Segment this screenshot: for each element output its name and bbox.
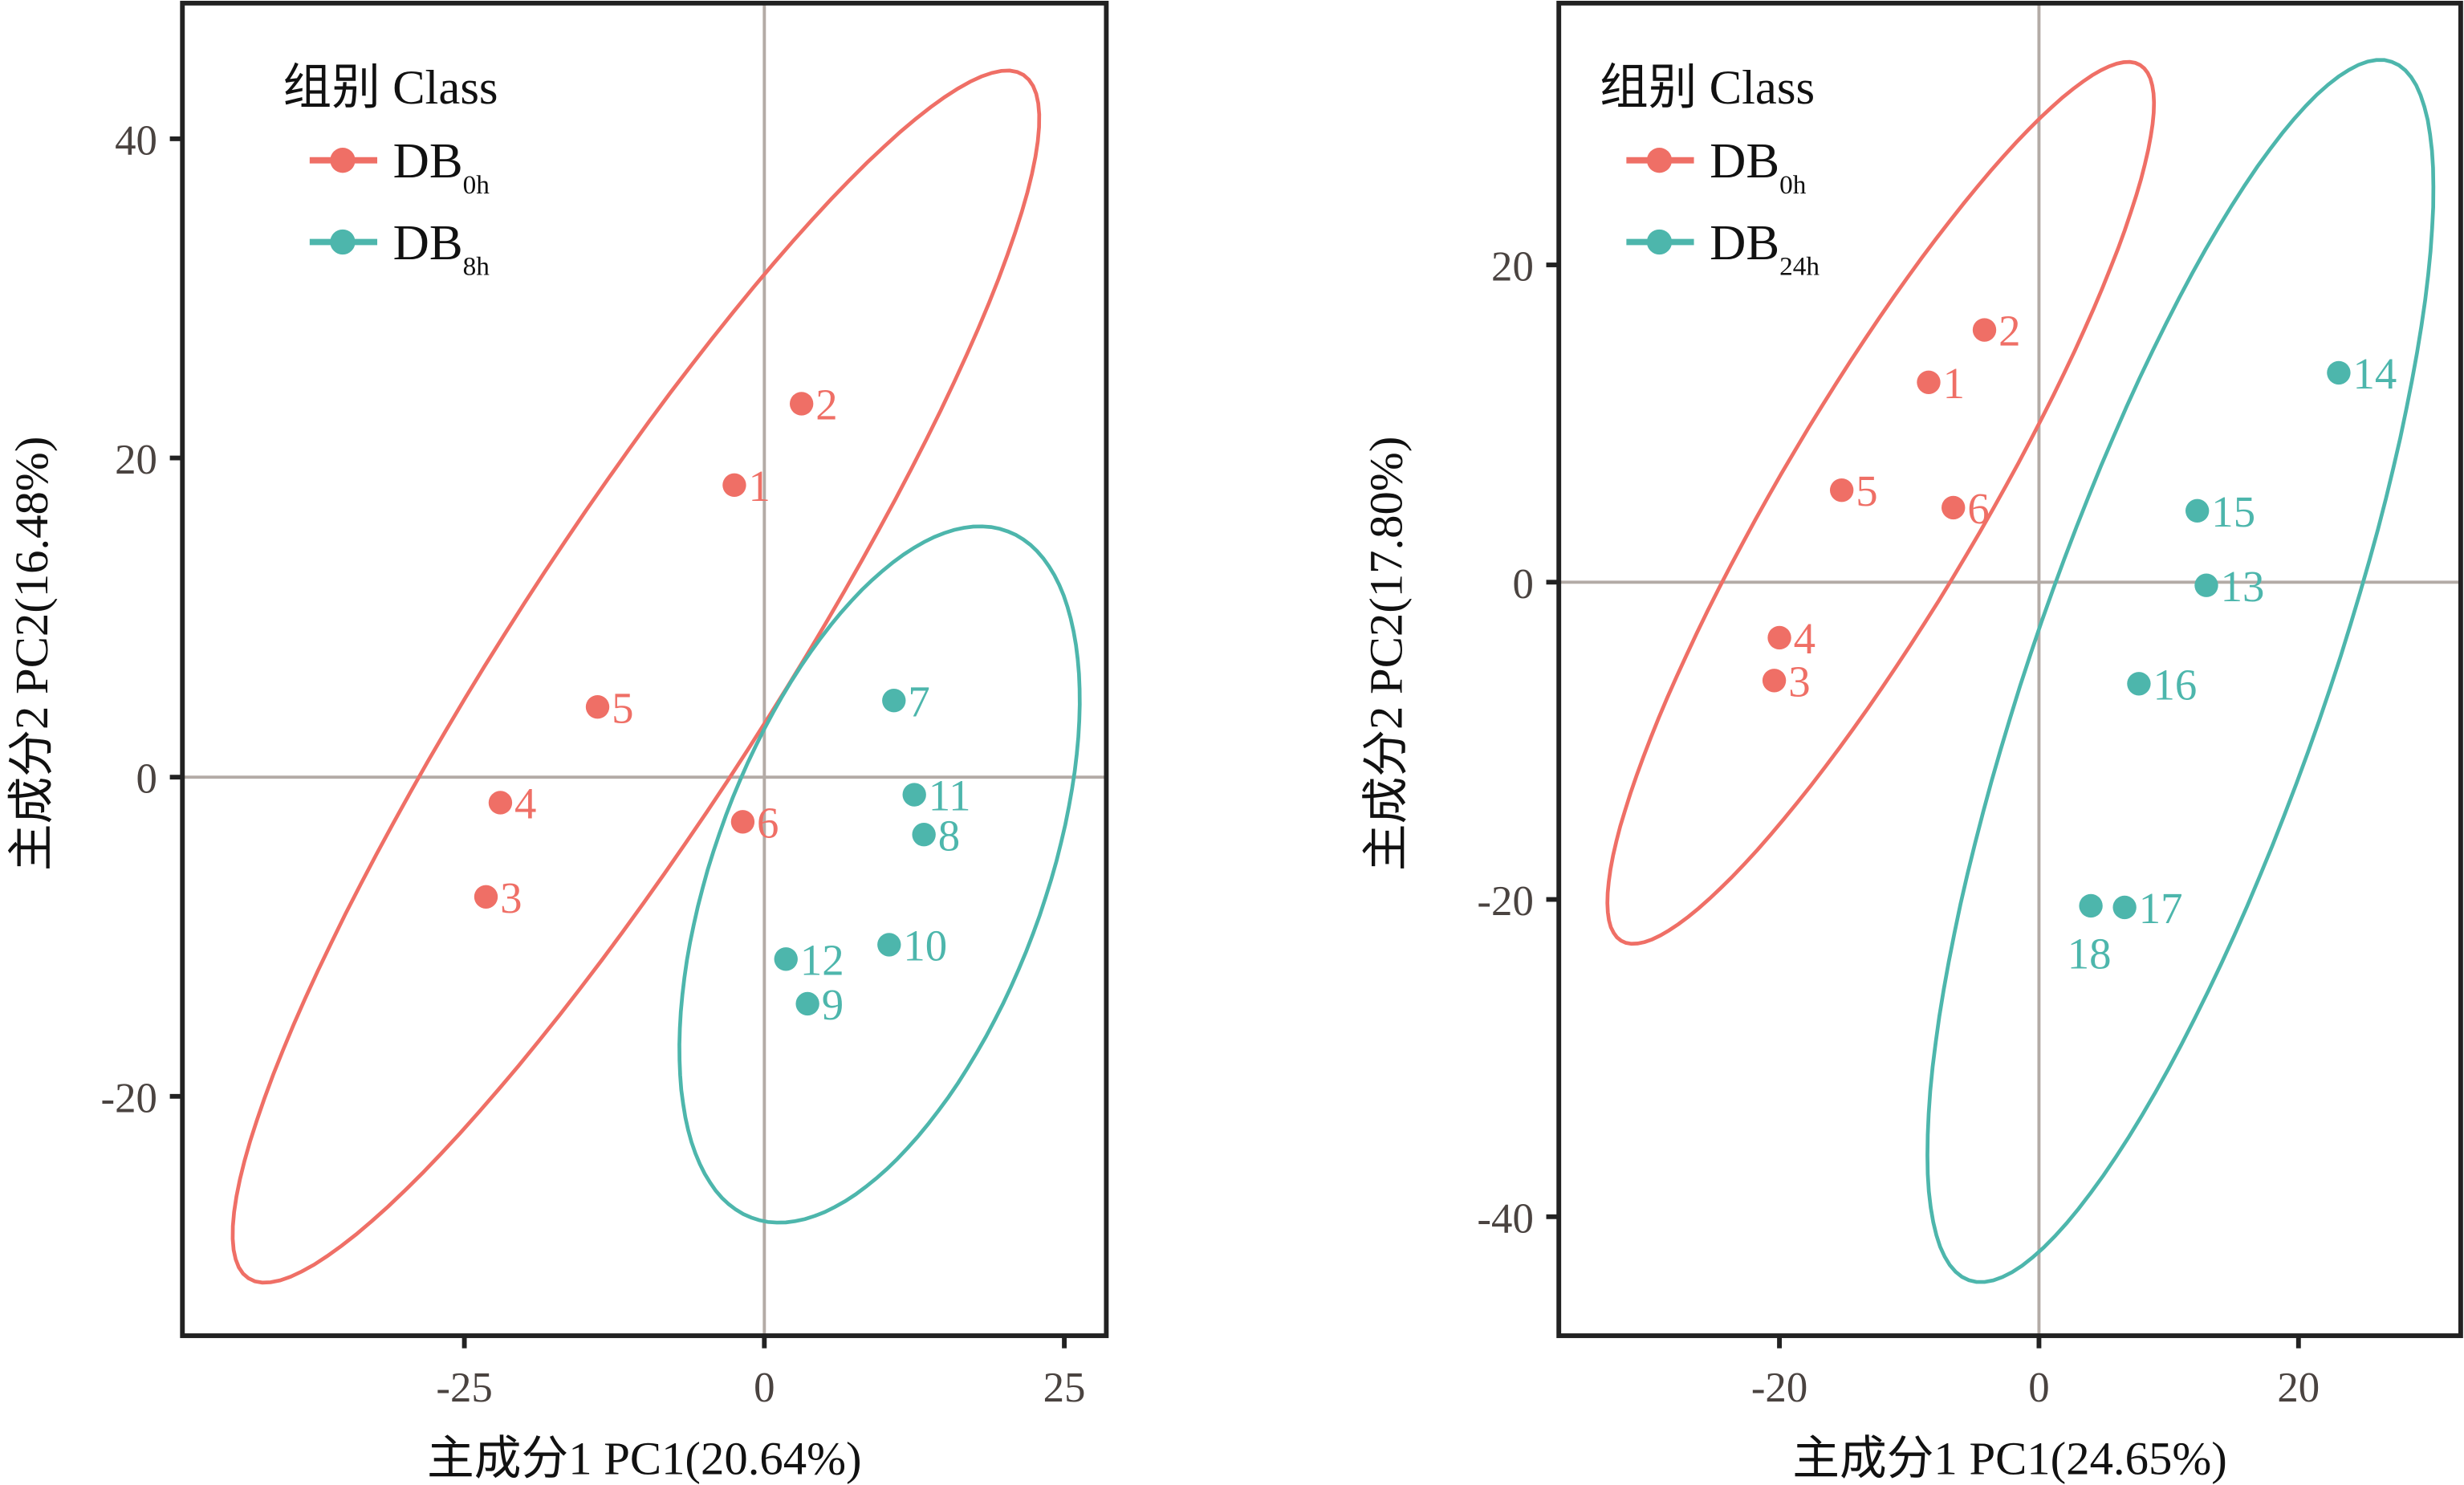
- point-label-11: 11: [929, 771, 971, 820]
- x-tick-label: -20: [1751, 1365, 1807, 1411]
- point-label-3: 3: [1788, 657, 1810, 706]
- legend-label-base: DB: [393, 132, 463, 189]
- x-tick-label: 0: [754, 1365, 775, 1411]
- x-axis-title: 主成分1 PC1(20.64%): [427, 1432, 862, 1484]
- data-point-7: [882, 689, 906, 713]
- legend-label-subscript: 0h: [1779, 170, 1807, 200]
- legend-label-base: DB: [1710, 132, 1779, 189]
- legend-dot-icon: [330, 229, 356, 255]
- data-point-2: [789, 392, 814, 416]
- plot-frame: [1556, 0, 2463, 1338]
- data-point-1: [722, 473, 746, 498]
- y-tick-label: 20: [115, 437, 157, 483]
- y-tick-label: -20: [100, 1075, 157, 1121]
- legend-label: DB24h: [1710, 214, 1820, 282]
- data-point-13: [2194, 573, 2218, 597]
- point-label-6: 6: [1967, 484, 1989, 533]
- data-point-4: [1767, 625, 1791, 650]
- data-point-14: [2327, 360, 2351, 385]
- point-label-18: 18: [2068, 930, 2112, 978]
- x-axis-title: 主成分1 PC1(24.65%): [1792, 1432, 2227, 1484]
- data-point-4: [488, 791, 513, 815]
- point-label-5: 5: [612, 683, 633, 732]
- legend-label-base: DB: [393, 214, 463, 271]
- legend-title: 组别 Class: [283, 61, 498, 115]
- point-label-3: 3: [500, 873, 522, 922]
- x-tick-label: 20: [2277, 1365, 2320, 1411]
- legend-item-db24h: DB24h: [1626, 214, 1820, 282]
- point-label-12: 12: [800, 935, 844, 984]
- legend-label-subscript: 8h: [463, 252, 490, 282]
- legend-label: DB0h: [1710, 132, 1807, 200]
- legend-dot-icon: [1646, 148, 1673, 173]
- legend-dot-icon: [330, 148, 356, 173]
- data-point-1: [1917, 370, 1941, 394]
- data-point-12: [774, 947, 798, 971]
- point-label-13: 13: [2221, 562, 2265, 611]
- y-tick-label: 0: [136, 756, 157, 803]
- legend-item-db0h: DB0h: [309, 132, 490, 200]
- point-label-17: 17: [2139, 884, 2183, 933]
- data-point-5: [1829, 478, 1854, 502]
- y-tick-label: 20: [1491, 244, 1534, 291]
- legend-item-db0h: DB0h: [1626, 132, 1807, 200]
- data-point-8: [912, 823, 936, 847]
- confidence-ellipse-db8h: [677, 524, 1082, 1225]
- x-tick-label: 0: [2028, 1365, 2049, 1411]
- data-point-11: [902, 783, 926, 807]
- point-label-4: 4: [1794, 614, 1815, 663]
- point-label-1: 1: [749, 462, 771, 511]
- point-label-9: 9: [822, 980, 844, 1029]
- data-point-3: [1762, 669, 1787, 693]
- point-label-7: 7: [908, 677, 929, 726]
- data-point-16: [2127, 672, 2151, 696]
- x-tick-label: 25: [1043, 1365, 1086, 1411]
- data-point-9: [795, 991, 819, 1016]
- legend-dot-icon: [1646, 229, 1673, 255]
- y-axis-title: 主成分2 PC2(17.80%): [1360, 437, 1412, 872]
- y-tick-label: -20: [1477, 878, 1533, 925]
- point-label-15: 15: [2211, 487, 2255, 536]
- legend-title: 组别 Class: [1600, 61, 1815, 115]
- data-point-10: [877, 933, 901, 957]
- point-label-5: 5: [1856, 466, 1877, 515]
- legend-label-subscript: 0h: [463, 170, 490, 200]
- data-point-5: [585, 695, 610, 719]
- y-tick-label: 0: [1512, 561, 1533, 608]
- legend-label: DB8h: [393, 214, 490, 282]
- data-point-17: [2112, 895, 2137, 920]
- x-tick-label: -25: [436, 1365, 492, 1411]
- point-label-1: 1: [1943, 359, 1965, 408]
- data-point-2: [1972, 318, 1997, 342]
- point-label-4: 4: [514, 779, 536, 828]
- confidence-ellipse-db0h: [1605, 59, 2157, 946]
- data-point-3: [474, 885, 498, 909]
- point-label-2: 2: [1998, 307, 2020, 356]
- data-point-18: [2079, 893, 2103, 918]
- data-point-6: [730, 810, 755, 834]
- point-label-6: 6: [757, 798, 779, 847]
- point-label-10: 10: [903, 922, 947, 970]
- data-point-15: [2185, 498, 2210, 523]
- legend-label: DB0h: [393, 132, 490, 200]
- point-label-8: 8: [938, 811, 960, 860]
- plot-frame: [180, 0, 1109, 1338]
- confidence-ellipse-db0h: [230, 68, 1042, 1285]
- y-tick-label: -40: [1477, 1195, 1533, 1242]
- y-tick-label: 40: [115, 117, 157, 164]
- point-label-16: 16: [2153, 660, 2198, 709]
- data-point-6: [1942, 495, 1966, 520]
- legend-item-db8h: DB8h: [309, 214, 490, 282]
- legend-label-base: DB: [1710, 214, 1779, 271]
- confidence-ellipse-db24h: [1925, 58, 2436, 1284]
- y-axis-title: 主成分2 PC2(16.48%): [6, 437, 58, 872]
- legend-label-subscript: 24h: [1779, 252, 1820, 282]
- point-label-2: 2: [815, 380, 837, 429]
- point-label-14: 14: [2353, 349, 2397, 398]
